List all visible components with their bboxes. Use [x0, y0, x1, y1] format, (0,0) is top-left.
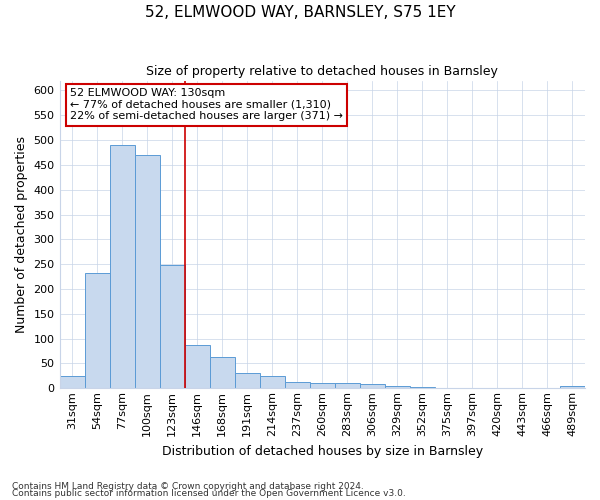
Bar: [134, 155, 160, 388]
Bar: [335, 384, 360, 388]
Text: Contains public sector information licensed under the Open Government Licence v3: Contains public sector information licen…: [12, 489, 406, 498]
Bar: [160, 265, 185, 388]
X-axis label: Distribution of detached houses by size in Barnsley: Distribution of detached houses by size …: [162, 444, 483, 458]
Text: 52, ELMWOOD WAY, BARNSLEY, S75 1EY: 52, ELMWOOD WAY, BARNSLEY, S75 1EY: [145, 5, 455, 20]
Y-axis label: Number of detached properties: Number of detached properties: [15, 136, 28, 333]
Bar: [110, 145, 134, 388]
Text: 52 ELMWOOD WAY: 130sqm
← 77% of detached houses are smaller (1,310)
22% of semi-: 52 ELMWOOD WAY: 130sqm ← 77% of detached…: [70, 88, 343, 122]
Bar: [360, 384, 385, 388]
Bar: [85, 273, 110, 388]
Bar: [385, 386, 410, 388]
Text: Contains HM Land Registry data © Crown copyright and database right 2024.: Contains HM Land Registry data © Crown c…: [12, 482, 364, 491]
Bar: [285, 382, 310, 388]
Bar: [185, 344, 209, 389]
Title: Size of property relative to detached houses in Barnsley: Size of property relative to detached ho…: [146, 65, 498, 78]
Bar: [310, 383, 335, 388]
Bar: [59, 376, 85, 388]
Bar: [235, 374, 260, 388]
Bar: [260, 376, 285, 388]
Bar: [560, 386, 585, 388]
Bar: [209, 358, 235, 388]
